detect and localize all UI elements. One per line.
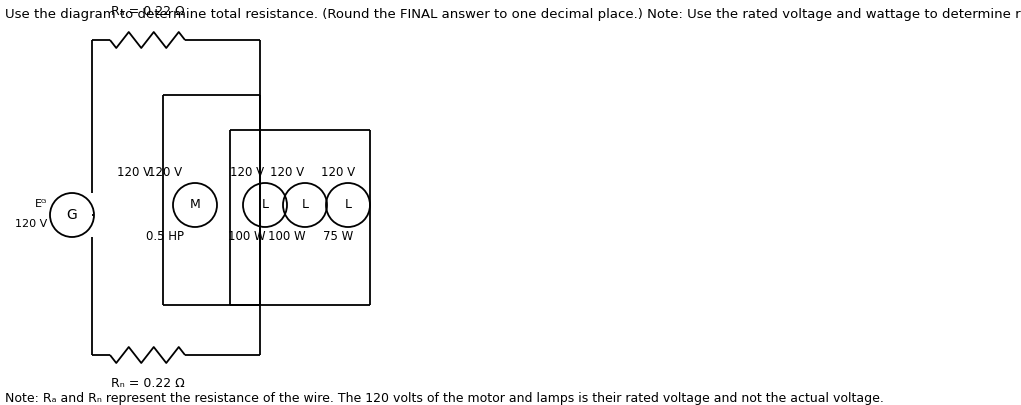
Text: 0.5 HP: 0.5 HP [146,230,184,243]
Text: Eᴳ: Eᴳ [35,199,47,209]
Text: 120 V: 120 V [117,166,151,179]
Text: L: L [344,198,351,211]
Text: L: L [301,198,308,211]
Text: 120 V: 120 V [148,166,182,179]
Text: Use the diagram to determine total resistance. (Round the FINAL answer to one de: Use the diagram to determine total resis… [5,8,1021,21]
Text: Note: Rₐ and Rₙ represent the resistance of the wire. The 120 volts of the motor: Note: Rₐ and Rₙ represent the resistance… [5,392,884,405]
Text: L: L [261,198,269,211]
Text: M: M [190,198,200,211]
Text: 120 V: 120 V [14,219,47,229]
Text: 120 V: 120 V [270,166,304,179]
Text: G: G [66,208,78,222]
Text: 100 W: 100 W [269,230,306,243]
Text: Rₙ = 0.22 Ω: Rₙ = 0.22 Ω [110,377,185,390]
Text: Rₐ = 0.22 Ω: Rₐ = 0.22 Ω [110,5,185,18]
Text: 120 V: 120 V [230,166,264,179]
Text: 75 W: 75 W [323,230,353,243]
Text: 100 W: 100 W [228,230,265,243]
Text: 120 V: 120 V [321,166,355,179]
